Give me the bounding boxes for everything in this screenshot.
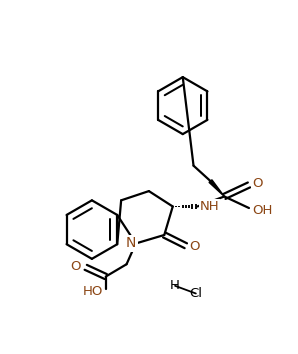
Text: O: O	[252, 177, 263, 190]
Text: HO: HO	[82, 285, 103, 298]
Polygon shape	[209, 180, 224, 196]
Text: O: O	[71, 260, 81, 273]
Text: Cl: Cl	[189, 287, 202, 300]
Text: H: H	[170, 279, 180, 292]
Text: OH: OH	[252, 204, 272, 217]
Text: N: N	[126, 236, 136, 250]
Text: NH: NH	[200, 200, 219, 213]
Text: O: O	[189, 240, 199, 253]
